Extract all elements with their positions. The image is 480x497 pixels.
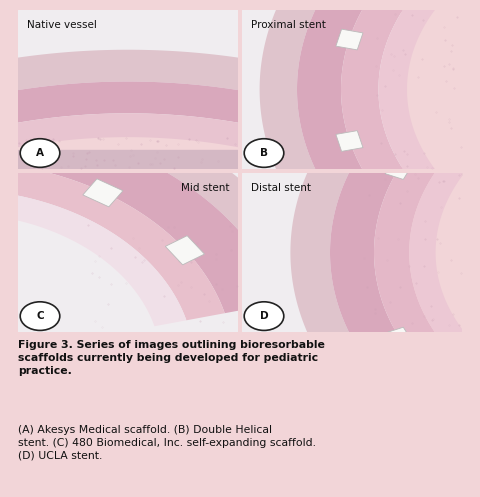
Bar	[165, 236, 204, 265]
Polygon shape	[290, 0, 480, 497]
Bar	[336, 29, 363, 50]
Polygon shape	[0, 161, 225, 320]
Polygon shape	[0, 113, 480, 311]
Circle shape	[20, 139, 60, 167]
Polygon shape	[409, 72, 480, 433]
Polygon shape	[374, 46, 480, 459]
Text: B: B	[260, 148, 268, 158]
Text: Proximal stent: Proximal stent	[251, 19, 325, 29]
Polygon shape	[0, 82, 480, 300]
Polygon shape	[260, 0, 480, 359]
Text: Figure 3. Series of images outlining bioresorbable
scaffolds currently being dev: Figure 3. Series of images outlining bio…	[18, 340, 325, 376]
Polygon shape	[0, 117, 282, 313]
Bar	[385, 159, 412, 179]
Polygon shape	[0, 50, 480, 285]
Text: D: D	[260, 311, 268, 321]
Bar	[242, 10, 400, 169]
Bar	[242, 173, 392, 332]
Circle shape	[244, 139, 284, 167]
Polygon shape	[330, 14, 480, 491]
Text: C: C	[36, 311, 44, 321]
Text: Native vessel: Native vessel	[27, 19, 96, 29]
Text: Mid stent: Mid stent	[180, 182, 229, 193]
Bar	[83, 179, 123, 207]
Polygon shape	[0, 189, 186, 326]
Bar	[0, 153, 13, 175]
Circle shape	[244, 302, 284, 331]
Text: Distal stent: Distal stent	[251, 182, 311, 193]
Polygon shape	[297, 0, 480, 333]
Polygon shape	[378, 0, 480, 275]
Bar	[398, 219, 430, 243]
Bar	[336, 131, 363, 152]
Circle shape	[20, 302, 60, 331]
Polygon shape	[341, 0, 480, 301]
Bar	[18, 10, 238, 124]
Bar	[18, 150, 238, 169]
Bar	[385, 327, 412, 347]
Polygon shape	[0, 85, 325, 303]
Text: A: A	[36, 148, 44, 158]
Text: (A) Akesys Medical scaffold. (B) Double Helical
stent. (C) 480 Biomedical, Inc. : (A) Akesys Medical scaffold. (B) Double …	[18, 425, 316, 461]
